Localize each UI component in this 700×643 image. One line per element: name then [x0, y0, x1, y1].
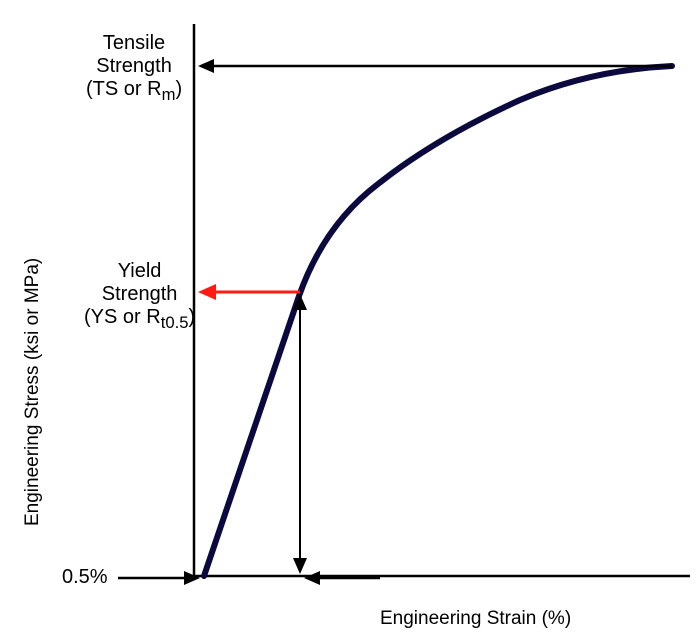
yield-line1: Yield: [84, 260, 195, 283]
yield-line2: Strength: [84, 283, 195, 306]
chart-stage: Engineering Stress (ksi or MPa) Engineer…: [0, 0, 700, 643]
yield-strength-label: Yield Strength (YS or Rt0.5): [84, 260, 195, 332]
y-axis-label: Engineering Stress (ksi or MPa): [22, 258, 44, 526]
tensile-line3: (TS or Rm): [86, 78, 182, 104]
yield-line3: (YS or Rt0.5): [84, 306, 195, 332]
tensile-line2: Strength: [86, 55, 182, 78]
half-percent-label: 0.5%: [62, 566, 108, 589]
tensile-line1: Tensile: [86, 32, 182, 55]
x-axis-label: Engineering Strain (%): [380, 608, 571, 630]
tensile-strength-label: Tensile Strength (TS or Rm): [86, 32, 182, 104]
